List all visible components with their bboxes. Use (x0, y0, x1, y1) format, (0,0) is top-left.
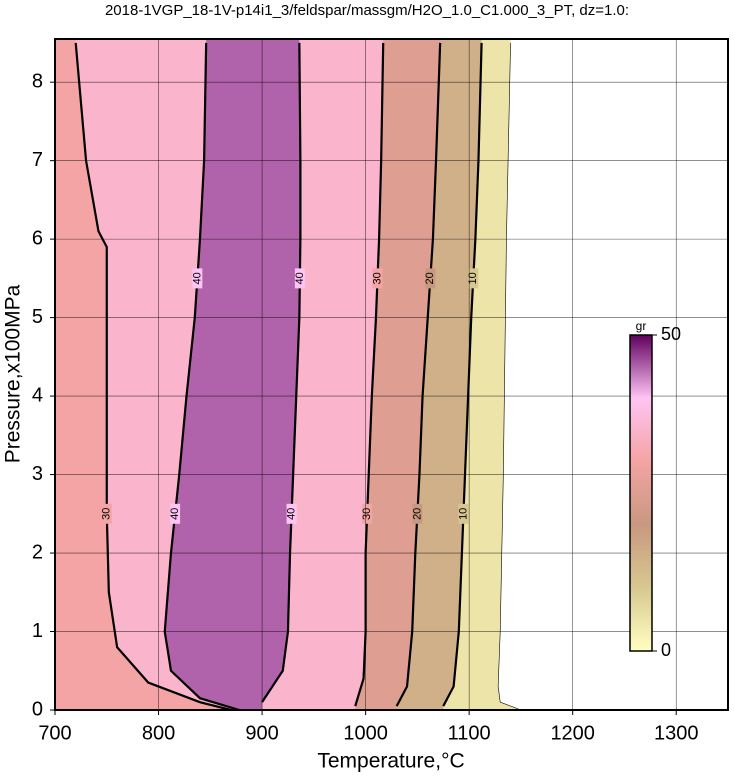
y-tick-label: 2 (32, 541, 43, 563)
colorbar (629, 334, 653, 652)
contour-label: 20 (424, 272, 436, 284)
y-tick-label: 6 (32, 227, 43, 249)
contour-label-bg (170, 503, 181, 524)
contour-label: 30 (361, 508, 373, 520)
contour-label-bg (458, 503, 469, 524)
colorbar-tick-label: 50 (661, 324, 681, 344)
contour-label-bg (294, 268, 305, 289)
contour-label: 10 (457, 508, 469, 520)
contour-label-bg (101, 503, 112, 524)
contour-line (354, 42, 385, 707)
contour-label-bg (468, 268, 479, 289)
y-tick-label: 5 (32, 306, 43, 328)
y-tick-label: 4 (32, 384, 43, 406)
y-axis-label: Pressure,x100MPa (2, 284, 25, 463)
contour-line (395, 42, 442, 707)
x-tick-label: 1200 (550, 722, 595, 744)
y-tick-label: 1 (32, 620, 43, 642)
colorbar-tick-label: 0 (661, 640, 671, 660)
contour-fill (55, 39, 232, 710)
y-tick-label: 7 (32, 149, 43, 171)
y-tick-label: 0 (32, 698, 43, 720)
contour-label: 40 (191, 272, 203, 284)
contour-label-bg (372, 268, 383, 289)
chart-title: 2018-1VGP_18-1V-p14i1_3/feldspar/massgm/… (105, 2, 629, 19)
contour-label: 10 (467, 272, 479, 284)
contour-label: 30 (101, 508, 113, 520)
contour-label: 40 (285, 508, 297, 520)
contour-label-bg (192, 268, 203, 289)
contour-label-bg (286, 503, 297, 524)
contour-line (261, 42, 302, 703)
x-tick-label: 1000 (343, 722, 388, 744)
contour-label: 30 (371, 272, 383, 284)
x-tick-label: 900 (245, 722, 278, 744)
plot-area: 10 10 20 20 30 30 40 40 40 40 30 (55, 39, 522, 712)
y-tick-label: 8 (32, 70, 43, 92)
x-tick-label: 700 (38, 722, 71, 744)
contour-label: 40 (169, 508, 181, 520)
contour-label: 20 (411, 508, 423, 520)
contour-line (442, 42, 483, 707)
contour-label: 40 (294, 272, 306, 284)
x-tick-label: 1300 (654, 722, 699, 744)
contour-label-bg (412, 503, 423, 524)
colorbar-label: gr (636, 319, 647, 333)
plot-frame (54, 38, 729, 711)
x-tick-label: 800 (142, 722, 175, 744)
x-tick-label: 1100 (448, 722, 491, 744)
y-tick-label: 3 (32, 463, 43, 485)
contour-label-bg (425, 268, 436, 289)
x-axis-label: Temperature,°C (317, 750, 464, 773)
contour-label-bg (362, 503, 373, 524)
